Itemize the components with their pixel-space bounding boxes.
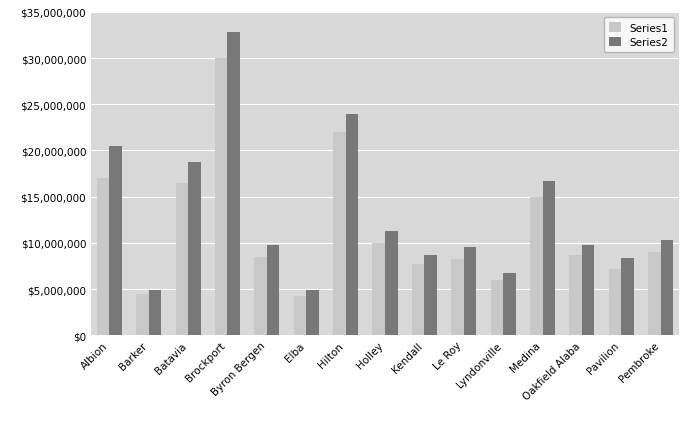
Bar — [267, 245, 279, 335]
Bar — [530, 197, 542, 335]
Bar — [97, 179, 109, 335]
Bar — [609, 269, 622, 335]
Bar — [136, 294, 148, 335]
Bar — [622, 258, 634, 335]
Bar — [385, 231, 398, 335]
Bar — [372, 243, 385, 335]
Bar — [412, 264, 424, 335]
Bar — [491, 280, 503, 335]
Bar — [648, 252, 661, 335]
Bar — [109, 147, 122, 335]
Bar — [148, 290, 161, 335]
Bar — [569, 255, 582, 335]
Bar — [424, 255, 437, 335]
Bar — [188, 163, 201, 335]
Legend: Series1, Series2: Series1, Series2 — [603, 18, 674, 53]
Bar — [215, 59, 228, 335]
Bar — [661, 240, 673, 335]
Bar — [228, 33, 240, 335]
Bar — [542, 181, 555, 335]
Bar — [582, 245, 594, 335]
Bar — [176, 183, 188, 335]
Bar — [306, 290, 318, 335]
Bar — [503, 273, 516, 335]
Bar — [333, 133, 346, 335]
Bar — [452, 260, 464, 335]
Bar — [254, 257, 267, 335]
Bar — [293, 297, 306, 335]
Bar — [346, 114, 358, 335]
Bar — [464, 247, 477, 335]
